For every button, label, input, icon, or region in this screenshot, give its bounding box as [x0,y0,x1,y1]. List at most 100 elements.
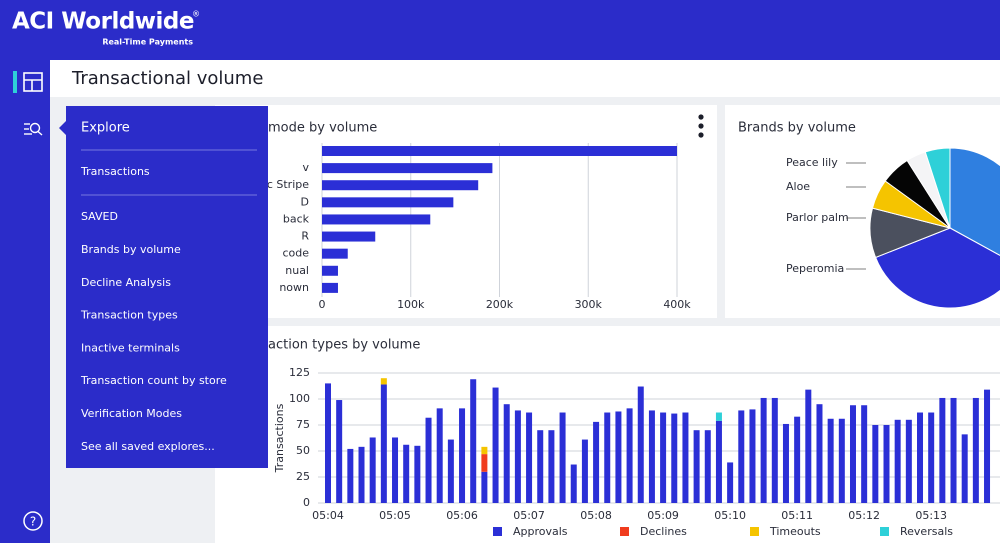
chart-title: action types by volume [268,338,420,353]
bar-segment [470,379,477,503]
x-tick-label: 05:12 [848,509,880,522]
bar-segment [380,378,387,385]
x-tick-label: 05:10 [714,509,746,522]
bar [322,248,348,259]
pie-label: Peace lily [786,156,838,169]
logo[interactable]: ACI Worldwide [12,9,194,35]
legend-swatch [750,527,759,536]
y-tick-label: c Stripe [267,178,309,191]
bar [322,146,677,156]
x-tick-label: 400k [663,298,691,311]
panel-menu[interactable] [698,114,704,138]
bar-segment [715,420,722,503]
legend-label[interactable]: Reversals [900,525,953,538]
y-tick-label: nual [285,264,309,277]
bar-segment [325,383,331,503]
bar-segment [447,439,454,503]
charts: mode by volume 0 100k 200k 300k 400k v c Stripe… [267,121,1000,538]
bar [322,265,338,276]
bar-segment [984,389,991,503]
menu-item[interactable]: Transaction count by store [80,374,227,387]
pie-label: Peperomia [786,262,844,275]
legend-swatch [880,527,889,536]
x-tick-label: 05:07 [513,509,545,522]
y-tick-label: 25 [296,470,310,483]
x-tick-label: 200k [486,298,514,311]
bar-segment [794,416,801,503]
bar-segment [782,423,789,503]
bar-segment [425,417,432,503]
bar-segment [492,387,499,503]
bar-segment [849,405,856,503]
explore-icon[interactable] [24,122,43,136]
bar-segment [436,408,443,503]
x-tick-label: 05:13 [915,509,947,522]
dashboard-icon[interactable] [13,71,43,93]
x-tick-label: 0 [319,298,326,311]
menu-section: SAVED [81,210,118,223]
bar-segment [358,446,365,503]
bar-segment [972,397,979,503]
x-tick-label: 05:08 [580,509,612,522]
pie-label: Parlor palm [786,211,849,224]
bar-segment [905,419,912,503]
bar-segment [537,430,544,503]
bar-segment [771,397,778,503]
menu-item[interactable]: Brands by volume [81,243,181,256]
bar-segment [894,419,901,503]
bar-segment [581,439,588,503]
y-tick-label: back [283,212,310,225]
bar-segment [816,404,823,503]
menu-item[interactable]: Verification Modes [81,407,182,420]
bar-segment [392,437,399,503]
bar [322,282,338,293]
bar-segment [403,444,410,503]
bar-segment [481,454,488,472]
bar-segment [760,397,767,503]
panel [215,105,717,318]
bar-segment [481,446,488,455]
bar-segment [883,425,890,503]
icon-frame [23,72,43,92]
pie-label: Aloe [786,180,810,193]
menu-item[interactable]: Decline Analysis [81,276,171,289]
bar-segment [660,412,667,503]
menu-item[interactable]: Transactions [80,165,150,178]
y-tick-label: nown [279,281,309,294]
y-tick-label: 0 [303,496,310,509]
active-indicator [13,71,17,93]
bar-segment [671,413,678,503]
bar-segment [950,397,957,503]
y-tick-label: 100 [289,392,310,405]
y-axis-label: Transactions [273,403,286,473]
x-tick-label: 05:11 [781,509,813,522]
bar-segment [615,411,622,503]
bar-segment [414,445,421,503]
bar [322,180,479,191]
y-tick-label: 50 [296,444,310,457]
legend-label[interactable]: Timeouts [769,525,821,538]
bar-segment [704,430,711,503]
bar-segment [928,412,935,503]
bar-segment [604,412,611,503]
y-tick-label: 125 [289,366,310,379]
bar-segment [827,418,834,503]
bar-segment [559,412,566,503]
y-tick-label: D [301,195,309,208]
bar-segment [715,412,722,421]
help-text: ? [30,515,36,529]
x-tick-label: 300k [575,298,603,311]
menu-link[interactable]: See all saved explores... [81,440,215,453]
x-tick-label: 05:09 [647,509,679,522]
legend-label[interactable]: Declines [640,525,687,538]
menu-item[interactable]: Transaction types [80,309,178,322]
menu-title: Explore [81,121,130,136]
menu-item[interactable]: Inactive terminals [81,341,180,354]
y-tick-label: R [301,230,309,243]
bar-segment [961,434,968,503]
tagline: Real-Time Payments [102,38,193,47]
pie-slice [949,147,1000,257]
help-button[interactable]: ? [23,511,43,531]
title-bar [50,60,1000,97]
legend-label[interactable]: Approvals [513,525,568,538]
